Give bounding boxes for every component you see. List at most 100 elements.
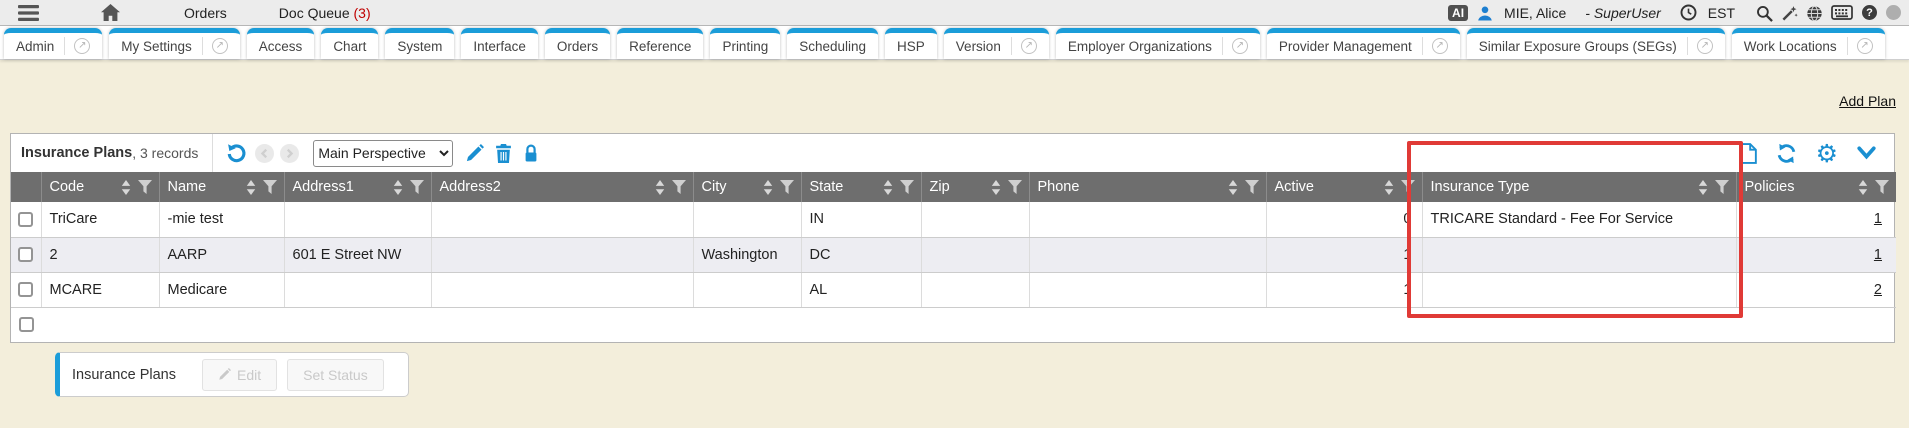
column-header-active[interactable]: Active (1266, 172, 1423, 202)
cell-insurance-type: TRICARE Standard - Fee For Service (1422, 202, 1737, 238)
tab-access[interactable]: Access (246, 28, 315, 59)
topbar-link-orders[interactable]: Orders (184, 4, 227, 21)
tab-reference[interactable]: Reference (617, 28, 704, 59)
delete-perspective-trash-icon[interactable] (495, 143, 512, 163)
column-header-name[interactable]: Name (159, 172, 285, 202)
tab-printing[interactable]: Printing (710, 28, 781, 59)
sort-icon[interactable] (883, 179, 893, 195)
tab-employer-organizations[interactable]: Employer Organizations ↗ (1055, 28, 1260, 59)
search-icon[interactable] (1756, 5, 1773, 22)
popout-icon[interactable]: ↗ (1696, 38, 1713, 54)
cell-policies: 2 (1736, 272, 1896, 308)
popout-icon[interactable]: ↗ (1020, 38, 1037, 54)
undo-icon[interactable] (226, 143, 247, 164)
tab-chart[interactable]: Chart (321, 28, 379, 59)
row-checkbox[interactable] (18, 247, 34, 263)
ai-badge[interactable]: AI (1448, 4, 1469, 21)
popout-icon[interactable]: ↗ (1856, 38, 1873, 54)
filter-icon[interactable] (409, 180, 424, 194)
policies-link[interactable]: 2 (1873, 281, 1882, 298)
row-checkbox-cell (11, 202, 42, 238)
tab-provider-management[interactable]: Provider Management ↗ (1266, 28, 1460, 59)
tab-admin[interactable]: Admin ↗ (4, 28, 103, 59)
sort-icon[interactable] (763, 179, 773, 195)
row-checkbox-cell (11, 272, 42, 308)
top-bar-right: AI MIE, Alice - SuperUser EST ? (1448, 4, 1909, 22)
keyboard-icon[interactable] (1831, 5, 1853, 20)
row-checkbox[interactable] (18, 282, 34, 298)
filter-icon[interactable] (899, 180, 914, 194)
column-header-code[interactable]: Code (41, 172, 160, 202)
sort-icon[interactable] (655, 179, 665, 195)
set-status-button: Set Status (287, 358, 384, 391)
filter-icon[interactable] (1714, 180, 1729, 194)
filter-icon[interactable] (779, 180, 794, 194)
tab-my-settings[interactable]: My Settings ↗ (109, 28, 240, 59)
new-document-icon[interactable] (1739, 142, 1757, 164)
footer-checkbox[interactable] (18, 317, 34, 333)
sort-icon[interactable] (246, 179, 256, 195)
globe-icon[interactable] (1806, 5, 1822, 21)
tab-system[interactable]: System (385, 28, 455, 59)
popout-icon[interactable]: ↗ (1431, 38, 1448, 54)
gear-icon[interactable]: ⚙ (1815, 138, 1838, 168)
perspective-select[interactable]: Main Perspective (313, 139, 454, 167)
table-row: 2 AARP 601 E Street NW Washington DC 1 1 (11, 237, 1896, 273)
wand-icon[interactable] (1781, 5, 1798, 21)
user-role: - SuperUser (1585, 4, 1661, 21)
filter-icon[interactable] (137, 180, 152, 194)
popout-icon[interactable]: ↗ (1231, 38, 1248, 54)
sort-icon[interactable] (393, 179, 403, 195)
column-header-zip[interactable]: Zip (921, 172, 1030, 202)
toolbar-divider (212, 134, 214, 172)
column-label: Policies (1744, 179, 1795, 195)
topbar-link-doc-queue[interactable]: Doc Queue (3) (279, 5, 371, 21)
column-header-phone[interactable]: Phone (1029, 172, 1267, 202)
sort-icon[interactable] (1858, 179, 1868, 195)
filter-icon[interactable] (262, 180, 277, 194)
cell-active: 0 (1266, 202, 1423, 238)
sort-icon[interactable] (1698, 179, 1708, 195)
tab-interface[interactable]: Interface (461, 28, 538, 59)
tab-scheduling[interactable]: Scheduling (787, 28, 879, 59)
tab-work-locations[interactable]: Work Locations ↗ (1731, 28, 1885, 59)
filter-icon[interactable] (1244, 180, 1259, 194)
top-bar: Orders Doc Queue (3) AI MIE, Alice - Sup… (0, 0, 1909, 26)
filter-icon[interactable] (1875, 180, 1889, 194)
filter-icon[interactable] (1400, 180, 1415, 194)
tab-label: Interface (473, 38, 526, 54)
filter-icon[interactable] (671, 180, 686, 194)
menu-icon[interactable] (18, 4, 39, 21)
column-header-state[interactable]: State (801, 172, 922, 202)
sort-icon[interactable] (1228, 179, 1238, 195)
filter-icon[interactable] (1007, 180, 1022, 194)
popout-icon[interactable]: ↗ (211, 38, 228, 54)
sort-icon[interactable] (991, 179, 1001, 195)
tab-version[interactable]: Version ↗ (943, 28, 1049, 59)
tab-hsp[interactable]: HSP (885, 28, 937, 59)
column-header-city[interactable]: City (693, 172, 802, 202)
policies-link[interactable]: 1 (1873, 211, 1882, 228)
home-icon[interactable] (101, 4, 120, 21)
sort-icon[interactable] (121, 179, 131, 195)
add-plan-link[interactable]: Add Plan (1839, 93, 1896, 109)
sort-icon[interactable] (1384, 179, 1394, 195)
collapse-chevron-icon[interactable] (1857, 146, 1876, 160)
policies-link[interactable]: 1 (1873, 246, 1882, 263)
tab-orders[interactable]: Orders (544, 28, 611, 59)
clock-icon[interactable] (1680, 4, 1697, 21)
edit-perspective-pencil-icon[interactable] (465, 143, 485, 163)
user-icon[interactable] (1477, 5, 1493, 21)
tab-similar-exposure-groups-segs[interactable]: Similar Exposure Groups (SEGs) ↗ (1466, 28, 1725, 59)
row-checkbox[interactable] (18, 211, 34, 227)
column-header-insurance-type[interactable]: Insurance Type (1422, 172, 1737, 202)
lock-icon[interactable] (523, 144, 539, 163)
top-bar-left: Orders Doc Queue (3) (0, 4, 371, 21)
popout-icon[interactable]: ↗ (74, 38, 91, 54)
refresh-icon[interactable] (1776, 143, 1797, 164)
column-header-address2[interactable]: Address2 (431, 172, 694, 202)
column-header-policies[interactable]: Policies (1736, 172, 1896, 202)
help-icon[interactable]: ? (1862, 5, 1877, 20)
column-header-address1[interactable]: Address1 (284, 172, 432, 202)
cell-zip (921, 237, 1030, 273)
